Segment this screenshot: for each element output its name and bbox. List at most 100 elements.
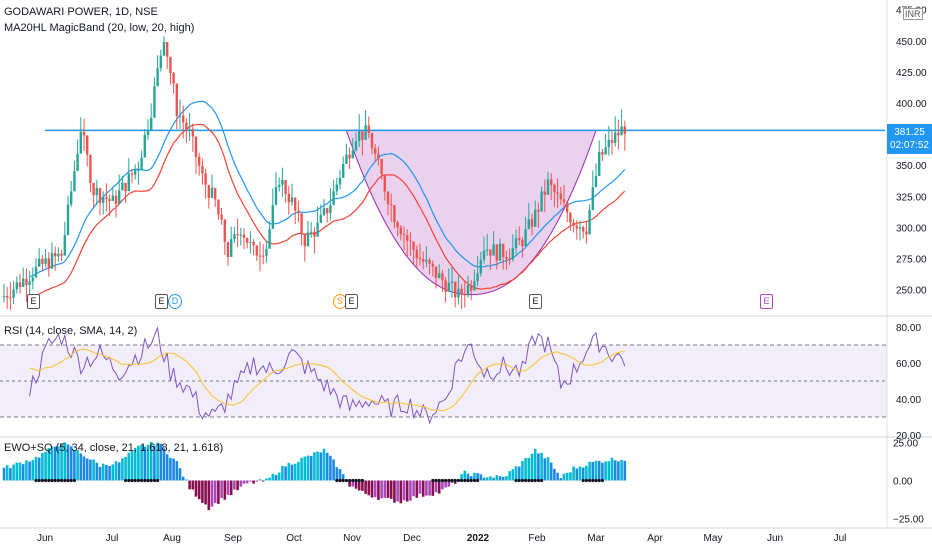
squeeze-dot: [130, 478, 134, 483]
ewo-bar: [249, 480, 252, 482]
ewo-bar: [181, 476, 185, 481]
ewo-bar: [28, 461, 31, 481]
candle-body: [383, 174, 386, 192]
squeeze-dot: [60, 478, 64, 483]
candle-body: [601, 151, 604, 155]
time-tick-label: Jun: [37, 533, 53, 544]
ewo-bar: [268, 477, 271, 481]
candle-body: [108, 199, 111, 202]
ewo-bar: [239, 480, 243, 487]
candle-body: [134, 170, 137, 175]
price-tick-label: 350.00: [896, 161, 927, 172]
ewo-bar: [469, 476, 473, 481]
ewo-bar: [229, 480, 233, 495]
ewo-bar: [322, 448, 326, 481]
earnings-event-future[interactable]: E: [760, 294, 773, 309]
candle-body: [162, 41, 166, 56]
ewo-bar: [559, 478, 563, 481]
candle-body: [486, 249, 489, 251]
ewo-bar: [412, 480, 415, 497]
squeeze-dot: [533, 478, 537, 483]
candle-body: [175, 83, 178, 116]
candle-body: [185, 122, 188, 130]
ewo-bar: [466, 473, 470, 481]
candle-body: [610, 139, 614, 143]
squeeze-dot: [136, 478, 140, 483]
candle-body: [233, 234, 236, 239]
ewo-bar: [313, 452, 316, 481]
ewo-bar: [434, 480, 438, 493]
candle-body: [95, 188, 98, 196]
candle-body: [514, 238, 518, 249]
ewo-bar: [335, 467, 339, 481]
ewo-bar: [444, 480, 447, 488]
ewo-bar: [217, 480, 220, 504]
split-event[interactable]: S: [333, 294, 347, 309]
candle-body: [182, 115, 185, 123]
candle-body: [482, 250, 486, 260]
ewo-bar: [140, 445, 143, 481]
candle-body: [34, 266, 38, 278]
price-tick-label: 425.00: [896, 68, 927, 79]
squeeze-dot: [66, 478, 70, 483]
candle-body: [524, 229, 527, 247]
ewo-bar: [533, 448, 537, 481]
dividend-event[interactable]: D: [168, 294, 182, 309]
ewo-bar: [562, 473, 566, 481]
ewo-tick-label: 0.00: [893, 477, 913, 488]
candle-body: [89, 154, 92, 183]
candle-body: [502, 243, 505, 258]
candle-body: [546, 179, 550, 195]
ewo-bar: [9, 468, 12, 481]
candle-body: [204, 173, 207, 185]
squeeze-dot: [514, 478, 518, 483]
squeeze-dot: [463, 478, 467, 483]
candle-body: [121, 182, 124, 191]
ewo-bar: [415, 480, 419, 498]
ewo-bar: [242, 480, 246, 484]
rsi-ma-line: [29, 348, 625, 412]
squeeze-dot: [466, 478, 470, 483]
squeeze-dot: [460, 478, 464, 483]
candle-body: [313, 231, 316, 237]
ewo-bar: [130, 450, 134, 481]
ewo-bar: [613, 460, 617, 481]
candle-body: [118, 190, 121, 204]
candle-body: [111, 195, 114, 202]
earnings-event-1[interactable]: E: [27, 294, 40, 309]
ewo-bar: [303, 456, 307, 481]
candle-body: [169, 56, 172, 73]
candle-body: [274, 186, 278, 206]
ewo-bar: [585, 465, 588, 481]
currency-label[interactable]: INR: [903, 8, 923, 20]
candle-body: [588, 210, 591, 235]
ewo-bar: [409, 480, 412, 501]
ewo-bar: [575, 468, 579, 481]
candle-body: [281, 179, 284, 185]
ewo-bar: [178, 468, 182, 481]
squeeze-dot: [447, 478, 451, 483]
candle-body: [489, 249, 492, 256]
candle-body: [598, 151, 601, 177]
ewo-bar: [245, 480, 249, 484]
ewo-bar: [521, 461, 524, 481]
squeeze-dot: [437, 478, 441, 483]
candle-body: [585, 231, 588, 235]
ewo-bar: [492, 477, 495, 481]
candle-body: [457, 288, 460, 298]
ewo-bar: [549, 462, 553, 481]
ewo-bar: [213, 480, 217, 503]
candle-body: [358, 131, 361, 142]
earnings-event-3[interactable]: E: [345, 294, 358, 309]
candle-body: [246, 237, 249, 243]
ewo-bar: [479, 474, 483, 481]
ewo-bar: [76, 450, 79, 481]
candle-body: [620, 126, 623, 136]
earnings-event-4[interactable]: E: [529, 294, 542, 309]
ewo-bar: [482, 477, 486, 481]
earnings-event-2[interactable]: E: [155, 294, 168, 309]
ewo-bar: [373, 480, 377, 498]
candle-body: [406, 235, 409, 241]
ewo-bar: [348, 480, 351, 487]
